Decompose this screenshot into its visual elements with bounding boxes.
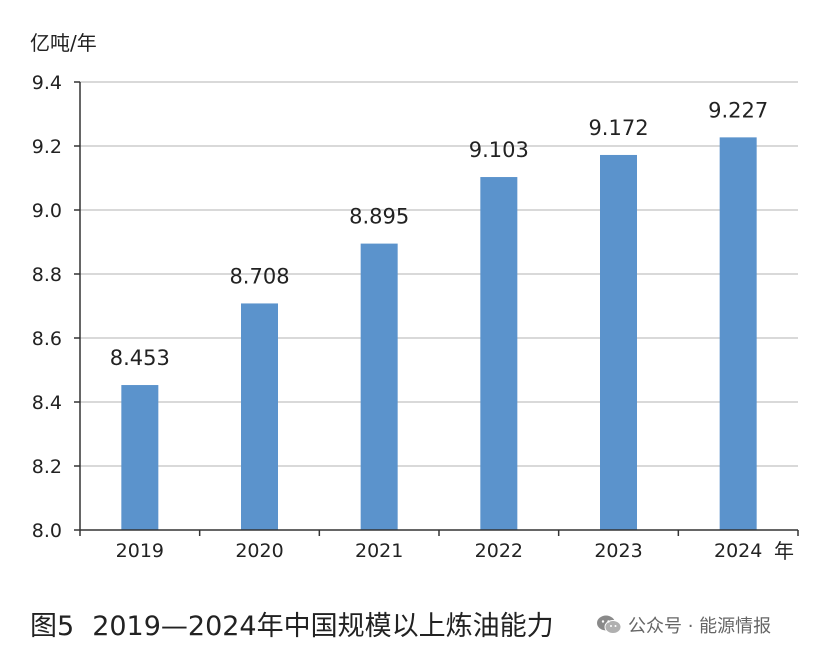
x-tick-label: 2022 (475, 540, 523, 562)
data-label: 9.103 (469, 138, 529, 162)
x-tick-label: 2023 (594, 540, 642, 562)
x-axis-label: 年 (774, 539, 794, 563)
y-tick-label: 9.2 (32, 136, 62, 158)
axes (74, 81, 799, 536)
data-label: 8.453 (110, 346, 170, 370)
bars (121, 137, 757, 531)
y-tick-label: 8.2 (32, 456, 62, 478)
data-label: 9.227 (708, 98, 768, 122)
bar-2024 (719, 137, 757, 531)
x-tick-label: 2024 (714, 540, 762, 562)
x-tick-label: 2020 (235, 540, 283, 562)
y-tick-label: 8.8 (32, 264, 62, 286)
figure-number: 图5 (30, 611, 75, 642)
x-tick-label: 2019 (116, 540, 164, 562)
data-labels: 8.453 8.708 8.895 9.103 9.172 9.227 (110, 98, 768, 370)
wechat-icon (597, 615, 622, 634)
y-tick-label: 9.4 (32, 72, 62, 94)
watermark: 公众号 · 能源情报 (596, 612, 771, 638)
figure-caption: 图5 2019—2024年中国规模以上炼油能力 (30, 604, 554, 643)
bar-2022 (480, 177, 518, 531)
bar-chart: 8.0 8.2 8.4 8.6 8.8 9.0 9.2 9.4 2019 2020 2021 202… (30, 31, 799, 563)
bar-2020 (241, 303, 278, 530)
x-tick-label: 2021 (355, 540, 403, 562)
y-tick-label: 8.6 (32, 328, 62, 350)
bar-2019 (121, 385, 159, 530)
data-label: 8.708 (229, 264, 289, 288)
y-tick-label: 8.4 (32, 392, 62, 414)
data-label: 9.172 (588, 116, 648, 140)
x-tick-labels: 2019 2020 2021 2022 2023 2024 (116, 540, 763, 562)
gridlines (80, 81, 798, 467)
y-tick-label: 9.0 (32, 200, 62, 222)
y-tick-label: 8.0 (32, 520, 62, 542)
y-tick-labels: 8.0 8.2 8.4 8.6 8.8 9.0 9.2 9.4 (32, 72, 62, 542)
watermark-text: 公众号 · 能源情报 (628, 616, 772, 637)
bar-2021 (360, 243, 398, 530)
bar-2023 (600, 154, 637, 530)
figure-title: 2019—2024年中国规模以上炼油能力 (92, 611, 554, 642)
data-label: 8.895 (349, 205, 409, 229)
y-axis-label: 亿吨/年 (30, 31, 97, 55)
